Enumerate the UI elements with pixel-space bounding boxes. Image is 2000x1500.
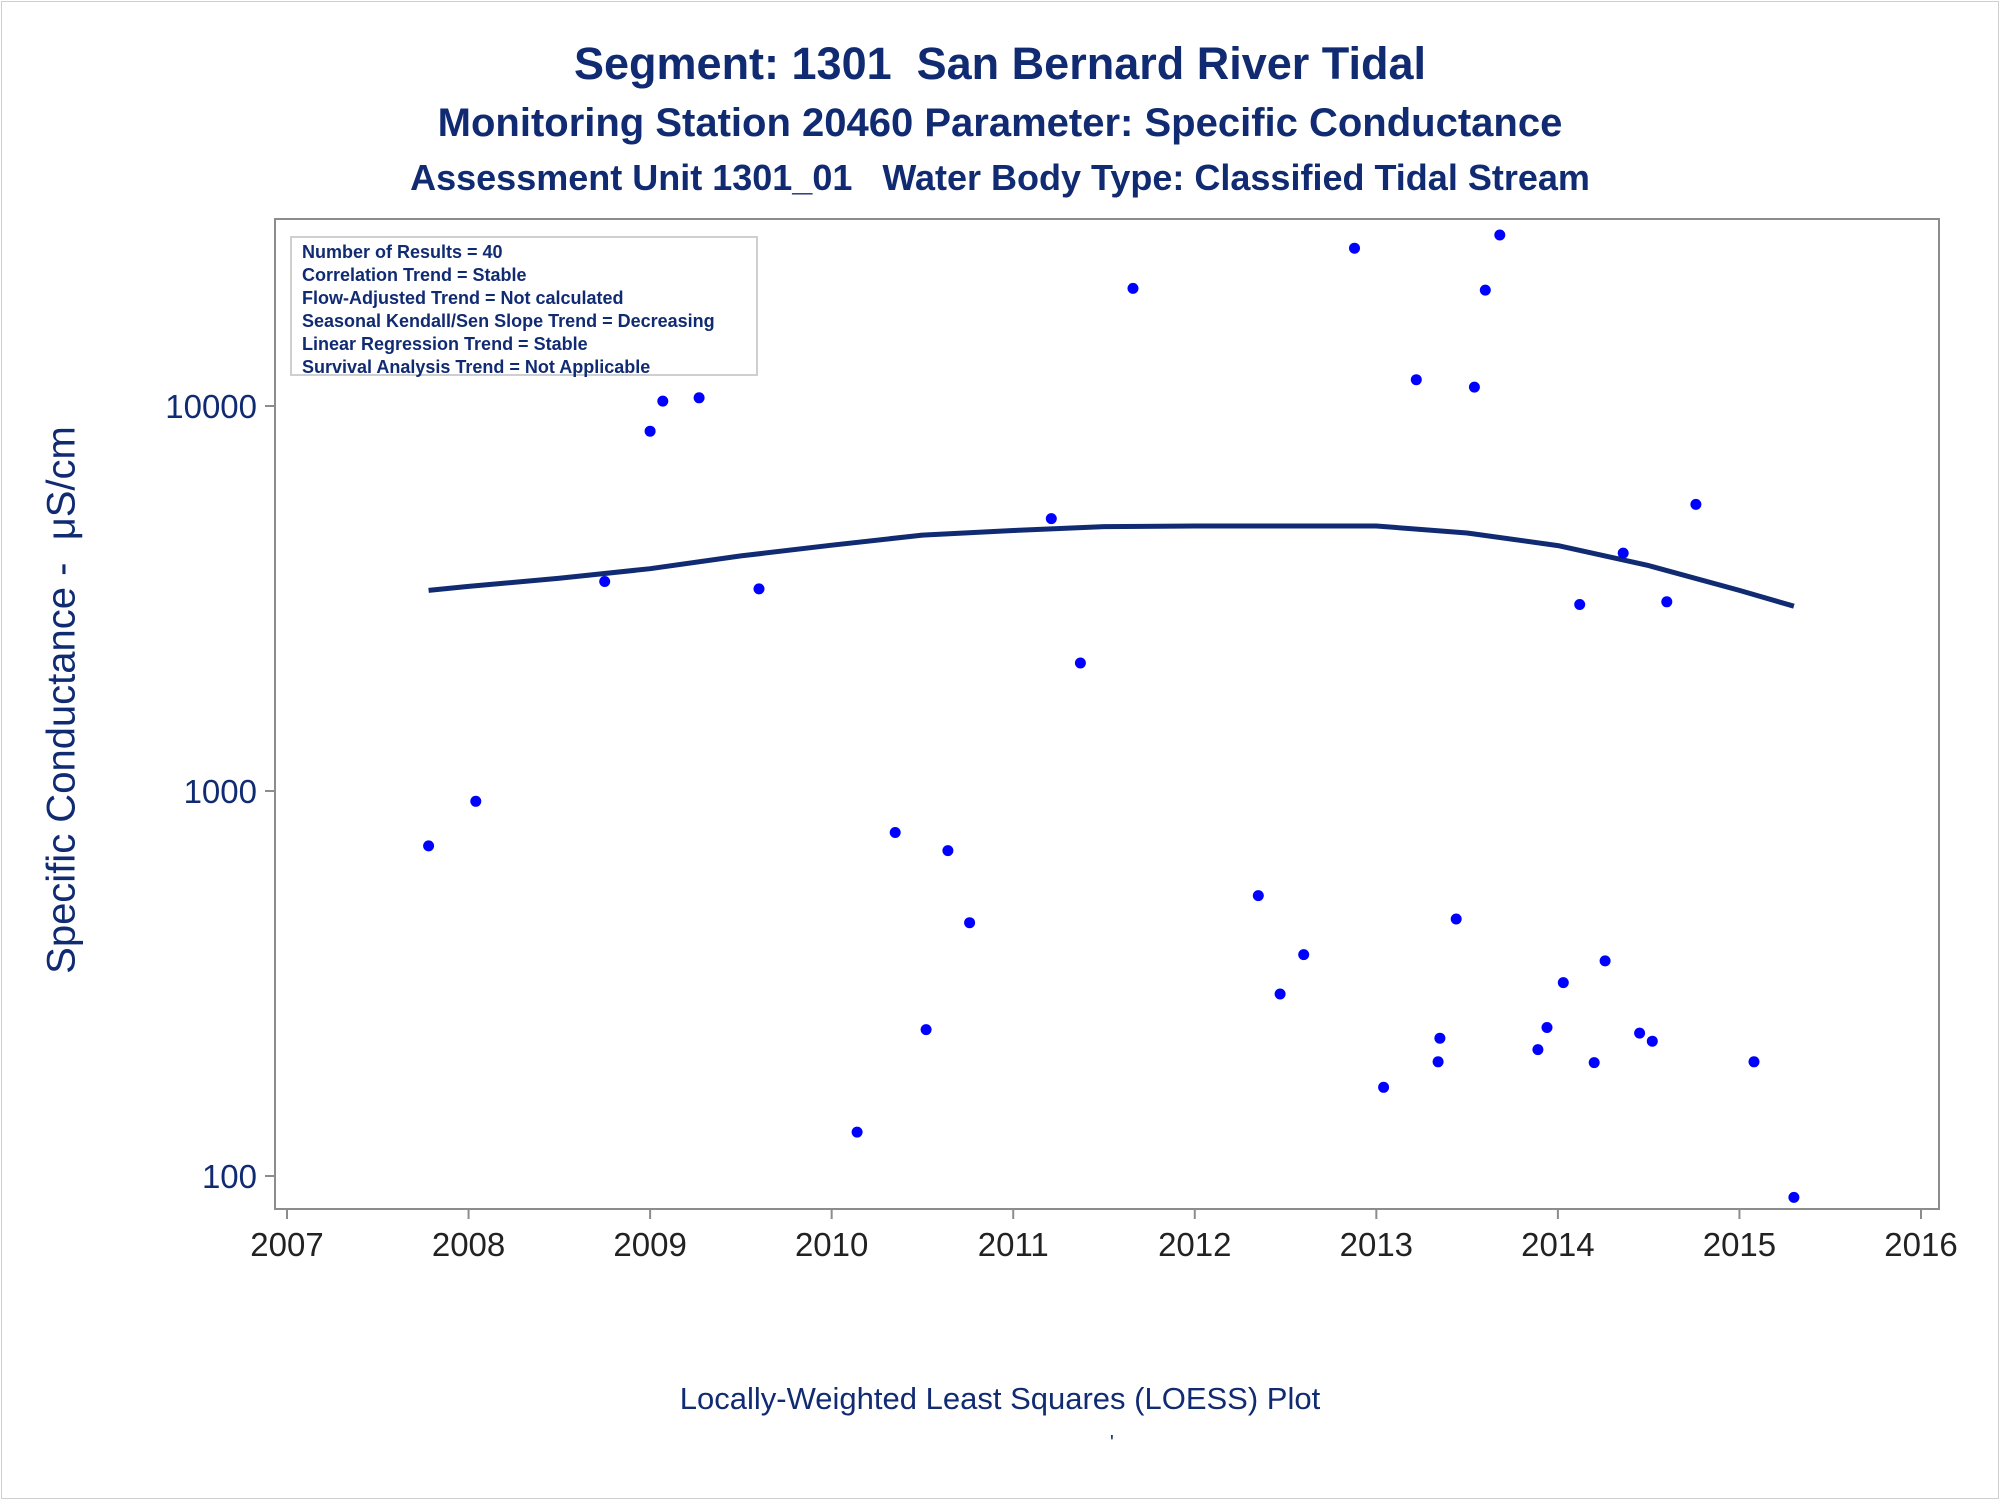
- loess-curve: [428, 523, 1795, 609]
- data-point: [942, 845, 954, 857]
- data-point: [1349, 242, 1360, 254]
- summary-linear-regression-trend: Linear Regression Trend = Stable: [302, 334, 588, 354]
- data-point: [1617, 547, 1629, 559]
- data-point: [1599, 955, 1611, 967]
- data-point: [851, 1126, 863, 1138]
- data-point: [1434, 1032, 1446, 1044]
- data-point: [1494, 229, 1506, 241]
- data-point: [1748, 1056, 1760, 1068]
- data-point: [1045, 513, 1057, 525]
- data-point: [1646, 1035, 1658, 1047]
- data-point: [1432, 1056, 1444, 1068]
- data-point: [1450, 913, 1462, 925]
- x-tick-label: 2015: [1703, 1226, 1776, 1263]
- data-point: [1557, 977, 1569, 989]
- data-point: [1690, 498, 1702, 510]
- data-point: [1378, 1081, 1390, 1093]
- chart-subtitle-assessment: Assessment Unit 1301_01 Water Body Type:…: [410, 157, 1590, 198]
- data-point: [644, 425, 656, 437]
- x-tick-label: 2011: [978, 1226, 1049, 1263]
- data-point: [1479, 284, 1491, 296]
- footnote-mark: ': [1110, 1432, 1114, 1454]
- data-point: [1274, 988, 1286, 1000]
- summary-survival-analysis-trend: Survival Analysis Trend = Not Applicable: [302, 357, 651, 377]
- chart-title: Segment: 1301 San Bernard River Tidal: [574, 38, 1426, 89]
- x-tick-label: 2014: [1521, 1226, 1594, 1263]
- plot-footnote: Locally-Weighted Least Squares (LOESS) P…: [679, 1381, 1321, 1416]
- y-tick-label: 10000: [165, 388, 257, 425]
- trend-summary-box: Number of Results = 40 Correlation Trend…: [290, 236, 758, 377]
- data-point: [964, 917, 976, 929]
- data-point: [1127, 282, 1139, 294]
- y-tick-label: 1000: [184, 773, 257, 810]
- x-tick-label: 2010: [795, 1226, 868, 1263]
- data-point: [1074, 657, 1086, 669]
- summary-correlation-trend: Correlation Trend = Stable: [302, 265, 527, 285]
- data-point: [753, 583, 765, 595]
- y-tick-label: 100: [202, 1158, 257, 1195]
- data-point: [1661, 596, 1673, 608]
- x-tick-label: 2013: [1340, 1226, 1413, 1263]
- data-point: [657, 395, 669, 407]
- data-point: [1574, 599, 1586, 610]
- data-point: [599, 576, 611, 587]
- data-point: [889, 827, 901, 838]
- summary-seasonal-kendall-trend: Seasonal Kendall/Sen Slope Trend = Decre…: [302, 311, 715, 331]
- data-point: [1634, 1027, 1646, 1039]
- data-point: [920, 1024, 932, 1036]
- data-point: [1298, 949, 1310, 961]
- plot-border: [274, 218, 1940, 1210]
- x-tick-label: 2007: [250, 1226, 323, 1263]
- data-point: [1541, 1022, 1553, 1033]
- data-point: [423, 840, 435, 852]
- x-tick-label: 2012: [1158, 1226, 1231, 1263]
- summary-flow-adjusted-trend: Flow-Adjusted Trend = Not calculated: [302, 288, 624, 308]
- data-point: [1468, 381, 1480, 393]
- data-point: [1588, 1057, 1600, 1069]
- data-point: [1788, 1191, 1800, 1203]
- x-tick-label: 2016: [1884, 1226, 1957, 1263]
- data-point: [693, 392, 705, 404]
- summary-number-of-results: Number of Results = 40: [302, 242, 503, 262]
- x-tick-label: 2009: [613, 1226, 686, 1263]
- data-point: [470, 795, 482, 807]
- data-point: [1410, 374, 1422, 386]
- chart-subtitle-station: Monitoring Station 20460 Parameter: Spec…: [437, 101, 1563, 145]
- data-point: [1252, 890, 1264, 902]
- data-point: [1532, 1044, 1544, 1056]
- x-tick-label: 2008: [432, 1226, 505, 1263]
- y-axis-label: Specific Conductance - μS/cm: [39, 426, 84, 974]
